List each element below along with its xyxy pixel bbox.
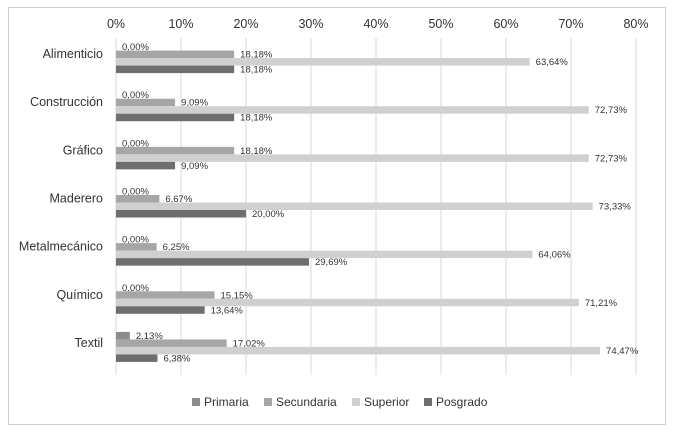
bar-secundaria: [116, 291, 215, 299]
data-label: 6,25%: [163, 242, 190, 253]
bar-superior: [116, 250, 533, 259]
bar-secundaria: [116, 146, 235, 155]
data-label: 6,38%: [163, 353, 190, 364]
bar-posgrado: [116, 354, 158, 362]
data-label: 0,00%: [122, 138, 149, 149]
bar-superior: [116, 346, 601, 355]
data-label: 18,18%: [240, 50, 273, 61]
data-label: 18,18%: [240, 146, 273, 157]
data-label: 0,00%: [122, 187, 149, 198]
data-label: 2,13%: [136, 331, 163, 342]
data-label: 9,09%: [181, 98, 208, 109]
legend-label: Secundaria: [276, 395, 337, 409]
data-label: 0,00%: [122, 42, 149, 53]
data-label: 15,15%: [220, 290, 253, 301]
data-label: 63,64%: [536, 57, 569, 68]
bar-posgrado: [116, 258, 309, 266]
data-label: 6,67%: [165, 194, 192, 205]
x-tick-label: 70%: [558, 17, 583, 31]
bar-secundaria: [116, 98, 176, 107]
data-label: 18,18%: [240, 65, 273, 76]
data-label: 17,02%: [233, 338, 266, 349]
bar-superior: [116, 106, 589, 114]
x-tick-label: 10%: [168, 17, 193, 31]
bar-superior: [116, 202, 593, 210]
data-label: 18,18%: [240, 113, 273, 124]
data-label: 73,33%: [599, 202, 632, 213]
x-tick-label: 0%: [107, 17, 125, 31]
x-tick-label: 50%: [428, 17, 453, 31]
legend-swatch: [424, 398, 432, 406]
bar-posgrado: [116, 210, 246, 218]
bar-superior: [116, 298, 579, 307]
data-label: 74,47%: [606, 346, 639, 357]
legend-swatch: [264, 398, 272, 406]
data-label: 64,06%: [538, 250, 571, 261]
bar-secundaria: [116, 243, 157, 251]
data-label: 71,21%: [585, 298, 618, 309]
category-label: Alimenticio: [43, 47, 103, 61]
bar-posgrado: [116, 161, 176, 170]
legend-label: Superior: [364, 395, 409, 409]
x-tick-label: 30%: [298, 17, 323, 31]
data-label: 0,00%: [122, 283, 149, 294]
category-label: Químico: [56, 288, 103, 302]
category-label: Gráfico: [63, 143, 103, 157]
category-label: Maderero: [50, 192, 104, 206]
bar-secundaria: [116, 195, 160, 203]
legend-label: Posgrado: [436, 395, 488, 409]
x-tick-label: 60%: [493, 17, 518, 31]
data-label: 72,73%: [595, 153, 628, 164]
data-label: 72,73%: [595, 105, 628, 116]
data-label: 0,00%: [122, 90, 149, 101]
data-label: 9,09%: [181, 161, 208, 172]
category-label: Textil: [75, 336, 103, 350]
data-label: 13,64%: [211, 305, 244, 316]
x-tick-label: 40%: [363, 17, 388, 31]
legend-swatch: [192, 398, 200, 406]
legend-swatch: [352, 398, 360, 406]
bar-superior: [116, 58, 530, 66]
x-tick-label: 20%: [233, 17, 258, 31]
category-label: Metalmecánico: [19, 240, 103, 254]
data-label: 20,00%: [252, 209, 285, 220]
bar-posgrado: [116, 113, 235, 122]
bar-secundaria: [116, 50, 235, 59]
data-label: 0,00%: [122, 235, 149, 246]
bar-secundaria: [116, 339, 227, 347]
legend-label: Primaria: [204, 395, 249, 409]
bar-superior: [116, 154, 589, 162]
x-tick-label: 80%: [623, 17, 648, 31]
category-label: Construcción: [30, 95, 103, 109]
data-label: 29,69%: [315, 257, 348, 268]
bar-posgrado: [116, 65, 235, 74]
bar-primaria: [116, 331, 130, 340]
bar-posgrado: [116, 306, 205, 314]
